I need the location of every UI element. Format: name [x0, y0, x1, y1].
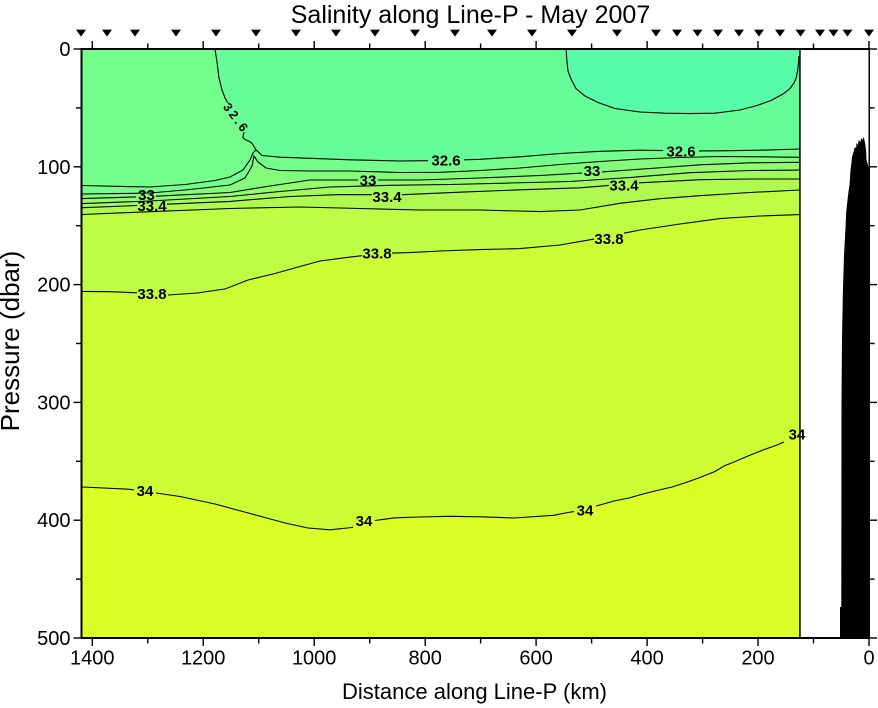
svg-text:33.8: 33.8 [594, 231, 623, 248]
svg-text:33.8: 33.8 [137, 286, 166, 303]
svg-text:500: 500 [37, 628, 70, 650]
svg-text:400: 400 [37, 510, 70, 532]
svg-text:200: 200 [741, 648, 774, 670]
svg-text:33: 33 [584, 163, 601, 180]
svg-text:33.4: 33.4 [609, 177, 639, 194]
svg-text:33.4: 33.4 [137, 198, 167, 215]
svg-text:33.8: 33.8 [362, 246, 391, 263]
svg-text:32.6: 32.6 [666, 144, 695, 161]
svg-text:800: 800 [409, 648, 442, 670]
svg-text:34: 34 [137, 483, 154, 500]
svg-text:34: 34 [577, 502, 594, 519]
svg-text:34: 34 [789, 426, 806, 443]
svg-text:1200: 1200 [181, 648, 226, 670]
svg-text:33: 33 [360, 173, 377, 190]
svg-text:32.6: 32.6 [431, 153, 460, 170]
svg-text:34: 34 [356, 513, 373, 530]
svg-text:Salinity along Line-P - May 20: Salinity along Line-P - May 2007 [291, 1, 650, 29]
svg-text:1000: 1000 [292, 648, 337, 670]
svg-text:300: 300 [37, 392, 70, 414]
svg-text:1400: 1400 [70, 648, 115, 670]
svg-text:33.4: 33.4 [372, 189, 402, 206]
svg-text:600: 600 [519, 648, 552, 670]
svg-text:100: 100 [37, 157, 70, 179]
svg-text:33: 33 [138, 187, 155, 204]
svg-text:Distance along Line-P (km): Distance along Line-P (km) [342, 679, 607, 704]
svg-text:200: 200 [37, 275, 70, 297]
svg-text:Pressure (dbar): Pressure (dbar) [0, 251, 25, 432]
svg-text:0: 0 [59, 39, 70, 61]
svg-text:0: 0 [863, 648, 874, 670]
svg-text:400: 400 [630, 648, 663, 670]
